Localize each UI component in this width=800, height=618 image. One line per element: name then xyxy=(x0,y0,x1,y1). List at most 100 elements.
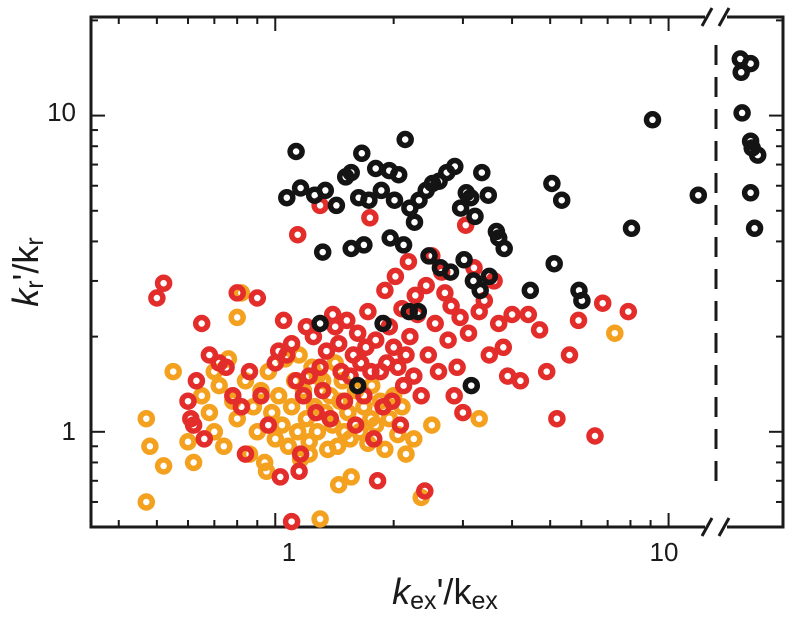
data-point xyxy=(423,416,441,434)
data-point xyxy=(748,146,767,164)
data-point xyxy=(137,493,156,511)
data-point xyxy=(503,305,521,324)
data-point xyxy=(352,354,370,372)
data-point xyxy=(154,457,173,475)
data-point xyxy=(494,338,513,357)
data-point xyxy=(606,324,624,342)
data-point xyxy=(451,308,469,327)
data-point xyxy=(741,54,760,73)
data-point xyxy=(311,314,329,333)
data-point xyxy=(405,213,424,231)
data-point xyxy=(311,358,329,377)
series-group xyxy=(148,196,638,531)
axis-ticks xyxy=(91,17,783,528)
x-axis-label: kex'/kex xyxy=(392,571,498,615)
data-point xyxy=(179,433,197,451)
data-point xyxy=(552,191,571,209)
data-point xyxy=(300,367,318,385)
data-point xyxy=(210,376,228,395)
data-point xyxy=(417,276,435,295)
data-point xyxy=(689,186,708,204)
data-point xyxy=(308,423,327,441)
data-point xyxy=(389,165,408,184)
data-point xyxy=(436,284,454,302)
data-point xyxy=(362,409,380,428)
data-point xyxy=(619,302,638,321)
data-point xyxy=(317,342,336,360)
data-point xyxy=(288,423,307,441)
data-point xyxy=(383,392,401,410)
data-point xyxy=(389,358,407,377)
data-point xyxy=(365,430,383,448)
data-point xyxy=(405,367,423,385)
data-point xyxy=(586,427,604,445)
data-point xyxy=(543,174,561,193)
data-point xyxy=(419,346,438,364)
data-point xyxy=(273,416,291,434)
data-point xyxy=(269,387,288,405)
data-point xyxy=(519,305,538,324)
data-point xyxy=(342,468,360,486)
data-point xyxy=(294,387,313,405)
data-point xyxy=(359,302,377,321)
data-point xyxy=(313,243,332,261)
data-point xyxy=(459,324,478,342)
data-point xyxy=(405,430,423,448)
data-point xyxy=(329,334,348,353)
data-point xyxy=(141,437,159,456)
data-point xyxy=(348,324,367,342)
data-point xyxy=(252,387,270,405)
data-point xyxy=(278,188,296,207)
data-point xyxy=(569,311,588,330)
y-tick-label-10: 10 xyxy=(47,97,76,127)
data-point xyxy=(374,314,392,333)
data-point xyxy=(442,297,460,315)
data-point xyxy=(338,311,356,330)
data-point xyxy=(399,252,418,271)
y-axis-label: kr'/kr xyxy=(5,237,49,307)
data-point xyxy=(386,267,405,286)
data-point xyxy=(366,331,385,349)
data-point xyxy=(341,430,359,448)
data-point xyxy=(400,302,418,321)
x-tick-label-10: 10 xyxy=(650,537,679,567)
data-point xyxy=(391,416,410,434)
data-point xyxy=(466,207,484,226)
data-point xyxy=(439,331,457,349)
data-point xyxy=(397,346,415,364)
data-point xyxy=(282,334,301,353)
data-point xyxy=(335,392,354,410)
data-point xyxy=(192,314,211,333)
data-point xyxy=(255,453,274,472)
data-point xyxy=(471,281,489,300)
data-point xyxy=(461,188,480,207)
data-point xyxy=(397,445,415,463)
series-group xyxy=(689,50,767,238)
data-point xyxy=(376,440,394,459)
data-point xyxy=(259,416,278,434)
series-group xyxy=(278,111,662,395)
data-point xyxy=(348,376,367,395)
data-point xyxy=(313,381,332,400)
data-point xyxy=(366,159,385,178)
data-point xyxy=(257,462,276,481)
data-point xyxy=(287,142,305,161)
data-point xyxy=(462,376,481,395)
data-point xyxy=(394,376,413,395)
data-point xyxy=(381,229,399,247)
data-point xyxy=(732,63,750,82)
plot-frame xyxy=(89,15,785,529)
data-point xyxy=(622,219,641,238)
data-point xyxy=(200,346,219,364)
data-point xyxy=(215,437,233,456)
data-point xyxy=(279,437,298,456)
data-point xyxy=(154,274,173,292)
data-point xyxy=(266,430,285,448)
axis-break-slash xyxy=(717,7,731,27)
data-point xyxy=(248,289,267,307)
data-point xyxy=(321,409,340,428)
data-point xyxy=(148,289,166,307)
data-point xyxy=(643,111,662,129)
data-point xyxy=(236,445,255,463)
data-point xyxy=(368,472,387,490)
